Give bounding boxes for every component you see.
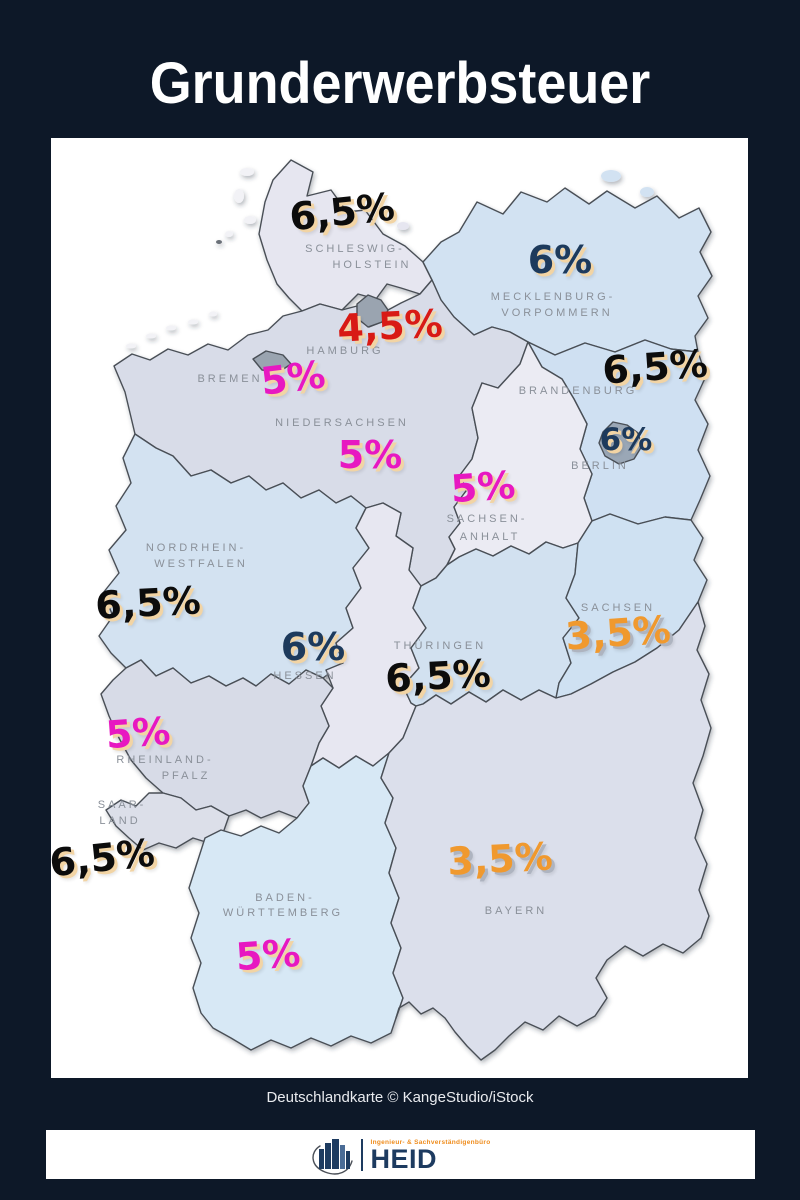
state-label-sachsen: SACHSEN (580, 602, 656, 614)
rate-sachsen-anhalt: 5% (449, 462, 517, 512)
island (397, 222, 409, 230)
buildings-icon (312, 1138, 354, 1175)
state-label-brandenburg: BRANDENBURG (518, 385, 638, 397)
state-label-sachsen-anhalt: SACHSEN- (446, 513, 528, 525)
island (225, 231, 233, 237)
state-label-niedersachsen: NIEDERSACHSEN (275, 417, 409, 429)
state-label-mecklenburg-vorpommern: MECKLENBURG- (490, 291, 616, 303)
island (209, 311, 217, 317)
state-label-saarland: SAAR- (97, 799, 147, 811)
rate-nordrhein-westfalen: 6,5% (94, 578, 202, 628)
state-label-hessen: HESSEN (273, 670, 337, 682)
footer-bar: Ingenieur- & Sachverständigenbüro HEID (46, 1130, 755, 1179)
rate-mecklenburg-vorpommern: 6% (527, 238, 593, 282)
rate-thueringen: 6,5% (384, 651, 492, 701)
state-shape-berlin (598, 421, 643, 465)
rate-hamburg: 4,5% (336, 301, 444, 351)
island (640, 187, 654, 197)
germany-map-card: SCHLESWIG- HOLSTEIN MECKLENBURG- VORPOMM… (47, 138, 748, 1078)
rate-sachsen: 3,5% (563, 607, 673, 659)
state-label-berlin: BERLIN (571, 460, 629, 472)
state-shape-bayern (380, 601, 712, 1061)
state-label-nordrhein-westfalen: WESTFALEN (154, 558, 248, 570)
island (146, 333, 156, 339)
logo-text: Ingenieur- & Sachverständigenbüro HEID (370, 1138, 491, 1174)
rate-bayern: 3,5% (446, 834, 554, 884)
state-label-schleswig-holstein: SCHLESWIG- (305, 243, 405, 255)
logo-brand: HEID (370, 1143, 437, 1174)
rate-niedersachsen: 5% (337, 433, 403, 477)
state-label-rheinland-pfalz: RHEINLAND- (116, 754, 214, 766)
logo-divider (361, 1138, 364, 1171)
germany-map (98, 159, 713, 1061)
islands (126, 168, 654, 349)
state-label-rheinland-pfalz: PFALZ (161, 770, 211, 782)
island (166, 325, 176, 331)
state-label-sachsen-anhalt: ANHALT (459, 531, 521, 543)
state-label-baden-wuerttemberg: WÜRTTEMBERG (222, 907, 344, 919)
state-shape-hamburg (356, 294, 389, 328)
island (244, 216, 256, 224)
state-label-bayern: BAYERN (484, 905, 548, 917)
rate-brandenburg: 6,5% (600, 341, 710, 393)
state-shape-bremen (252, 350, 292, 373)
island (240, 168, 254, 176)
state-label-thueringen: THÜRINGEN (393, 640, 487, 652)
island (188, 319, 198, 325)
state-label-mecklenburg-vorpommern: VORPOMMERN (501, 307, 613, 319)
state-shape-saarland (105, 792, 230, 851)
state-label-hamburg: HAMBURG (306, 345, 384, 357)
rate-bremen: 5% (258, 352, 328, 404)
island (126, 343, 136, 349)
island (601, 170, 621, 182)
state-label-schleswig-holstein: HOLSTEIN (332, 259, 412, 271)
rate-baden-wuerttemberg: 5% (234, 930, 302, 980)
island (216, 240, 222, 244)
map-credit: Deutschlandkarte © KangeStudio/iStock (266, 1089, 534, 1106)
logo-tagline: Ingenieur- & Sachverständigenbüro (370, 1138, 491, 1146)
state-label-saarland: LAND (99, 815, 141, 827)
state-label-baden-wuerttemberg: BADEN- (255, 892, 315, 904)
state-label-nordrhein-westfalen: NORDRHEIN- (145, 542, 247, 554)
rate-rheinland-pfalz: 5% (104, 708, 172, 758)
heid-logo: Ingenieur- & Sachverständigenbüro HEID (310, 1134, 490, 1176)
island (234, 189, 244, 203)
state-label-bremen: BREMEN (197, 373, 263, 385)
page-title: Grunderwerbsteuer (149, 51, 651, 116)
rate-berlin: 6% (599, 422, 653, 458)
state-shape-schleswig-holstein (258, 159, 433, 312)
rate-hessen: 6% (280, 625, 346, 669)
